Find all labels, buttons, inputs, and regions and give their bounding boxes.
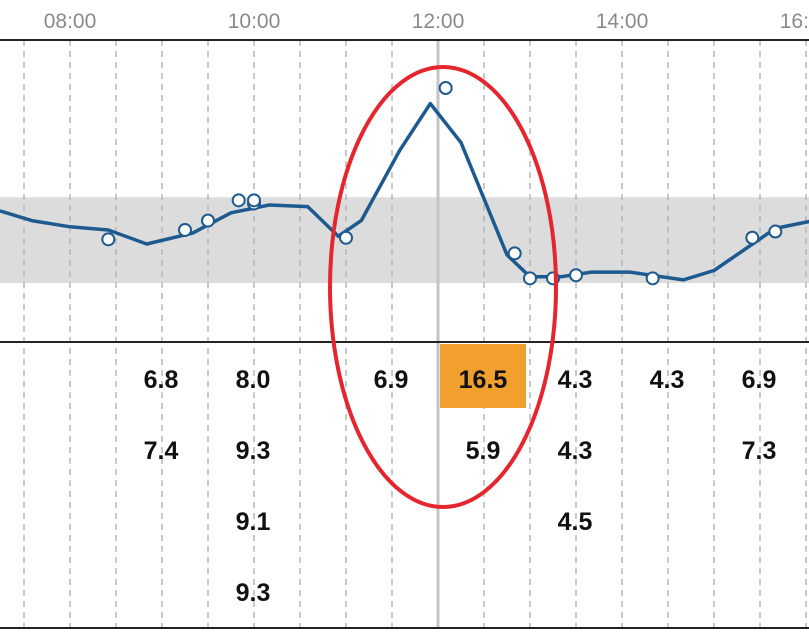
reading-value: 7.3 bbox=[742, 437, 777, 465]
x-tick-label: 16:00 bbox=[780, 10, 809, 33]
reading-marker bbox=[745, 230, 760, 245]
reading-value: 9.1 bbox=[236, 508, 271, 536]
reading-value: 4.3 bbox=[558, 366, 593, 394]
reading-value: 4.5 bbox=[558, 508, 593, 536]
reading-marker bbox=[645, 271, 660, 286]
reading-marker bbox=[569, 268, 583, 283]
x-tick-label: 12:00 bbox=[412, 10, 465, 33]
target-range-band bbox=[0, 197, 809, 283]
reading-value: 7.4 bbox=[144, 437, 179, 465]
x-tick-label: 14:00 bbox=[596, 10, 649, 33]
annotation-layer bbox=[328, 65, 558, 509]
reading-value: 9.3 bbox=[236, 579, 271, 607]
x-axis-tick-labels: 08:00 10:00 12:00 14:00 16:00 bbox=[44, 10, 809, 33]
highlight-layer bbox=[440, 344, 526, 408]
x-tick-label: 10:00 bbox=[228, 10, 281, 33]
x-tick-label: 08:00 bbox=[44, 10, 97, 33]
marker-layer bbox=[101, 81, 783, 286]
reading-marker bbox=[247, 193, 261, 208]
reading-value: 6.9 bbox=[742, 366, 777, 394]
reading-marker bbox=[438, 81, 453, 95]
reading-value: 8.0 bbox=[236, 366, 271, 394]
reading-value: 4.3 bbox=[650, 366, 685, 394]
highlighted-reading-cell bbox=[440, 344, 526, 408]
reading-marker bbox=[101, 232, 116, 247]
reading-marker bbox=[507, 246, 522, 261]
target-range-band-layer bbox=[0, 197, 809, 283]
reading-marker bbox=[339, 230, 353, 245]
reading-marker bbox=[768, 224, 783, 239]
reading-marker bbox=[178, 222, 192, 237]
reading-value: 4.3 bbox=[558, 437, 593, 465]
reading-marker bbox=[201, 213, 215, 228]
reading-value: 5.9 bbox=[466, 437, 501, 465]
reading-table: 6.8 7.4 8.0 9.3 9.1 9.3 6.9 16.5 5.9 4.3 4.3 4.5 4.3… bbox=[144, 366, 777, 607]
reading-value: 16.5 bbox=[459, 366, 508, 394]
peak-annotation-ellipse bbox=[328, 65, 558, 509]
reading-marker bbox=[231, 193, 246, 208]
grid-layer bbox=[23, 40, 807, 628]
reading-value: 9.3 bbox=[236, 437, 271, 465]
reading-value: 6.8 bbox=[144, 366, 179, 394]
reading-value: 6.9 bbox=[374, 366, 409, 394]
reading-marker bbox=[523, 271, 537, 286]
